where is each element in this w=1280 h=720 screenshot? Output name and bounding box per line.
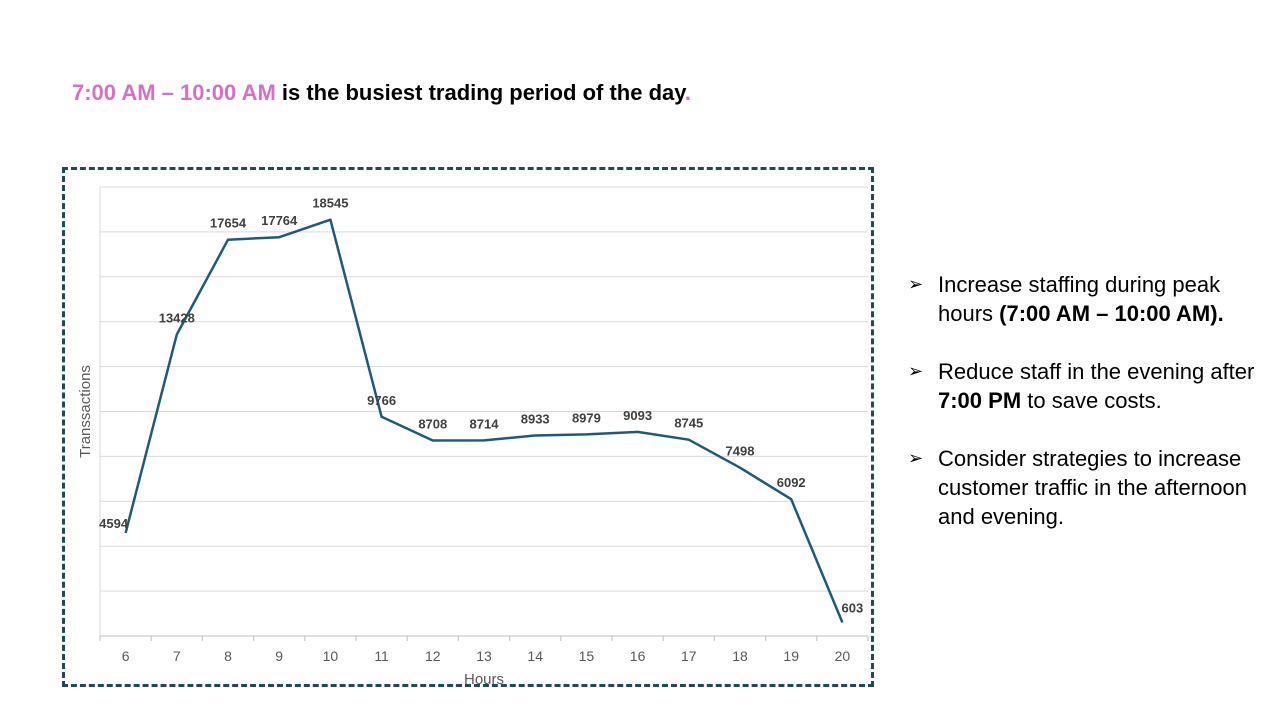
data-label: 9093: [623, 408, 652, 423]
headline-highlight: 7:00 AM – 10:00 AM: [72, 80, 276, 105]
data-label: 8745: [674, 416, 703, 431]
data-label: 17654: [210, 216, 247, 231]
data-label: 13428: [159, 311, 195, 326]
recommendation-text: 7:00 PM: [938, 388, 1022, 413]
data-label: 603: [842, 600, 864, 615]
recommendation-text: Reduce staff in the evening after: [938, 359, 1255, 384]
recommendation-item: ➢ Increase staffing during peak hours (7:…: [908, 270, 1268, 328]
x-tick-label: 8: [224, 648, 232, 664]
x-tick-label: 19: [783, 648, 799, 664]
y-axis-title: Transsactions: [77, 365, 94, 458]
data-label: 8933: [521, 411, 550, 426]
headline-period: .: [684, 80, 691, 105]
x-tick-label: 11: [374, 648, 389, 664]
headline-text: is the busiest trading period of the day: [275, 80, 685, 105]
x-tick-label: 15: [579, 648, 595, 664]
transactions-line-chart: 6 7 8 9 10 11 12 13 14 15 16 17 18 19 20 Hours Transsact…: [77, 186, 869, 684]
x-axis-title: Hours: [464, 671, 504, 684]
data-label: 18545: [312, 196, 348, 211]
x-tick-label: 13: [476, 648, 492, 664]
recommendation-item: ➢ Consider strategies to increase custome…: [908, 444, 1268, 531]
headline: 7:00 AM – 10:00 AM is the busiest tradin…: [72, 80, 691, 106]
data-label: 7498: [726, 444, 755, 459]
x-tick-label: 14: [527, 648, 543, 664]
data-label: 8979: [572, 410, 601, 425]
data-label: 6092: [777, 475, 806, 490]
x-tick-label: 20: [835, 648, 851, 664]
data-label: 4594: [99, 516, 129, 531]
arrow-bullet-icon: ➢: [908, 448, 924, 468]
data-label: 17764: [261, 213, 298, 228]
series-line: [124, 218, 844, 623]
recommendation-item: ➢ Reduce staff in the evening after 7:00 …: [908, 357, 1268, 415]
data-label: 8708: [418, 417, 447, 432]
data-label: 8714: [470, 416, 500, 431]
arrow-bullet-icon: ➢: [908, 274, 924, 294]
recommendation-text: Increase staffing during peak hours: [938, 272, 1221, 326]
x-tick-label: 18: [732, 648, 748, 664]
recommendations-list: ➢ Increase staffing during peak hours (7:…: [908, 270, 1268, 560]
chart-container: 6 7 8 9 10 11 12 13 14 15 16 17 18 19 20 Hours Transsact…: [62, 167, 874, 687]
arrow-bullet-icon: ➢: [908, 361, 924, 381]
data-label: 9766: [367, 393, 396, 408]
recommendation-text: Consider strategies to increase customer…: [938, 446, 1247, 529]
recommendation-text: (7:00 AM – 10:00 AM).: [999, 301, 1224, 326]
x-tick-label: 7: [173, 648, 181, 664]
x-tick-label: 9: [275, 648, 283, 664]
x-tick-label: 12: [425, 648, 441, 664]
x-tick-label: 16: [630, 648, 646, 664]
recommendation-text: to save costs.: [1021, 388, 1162, 413]
x-tick-label: 17: [681, 648, 697, 664]
x-tick-label: 6: [122, 648, 130, 664]
x-tick-label: 10: [323, 648, 339, 664]
